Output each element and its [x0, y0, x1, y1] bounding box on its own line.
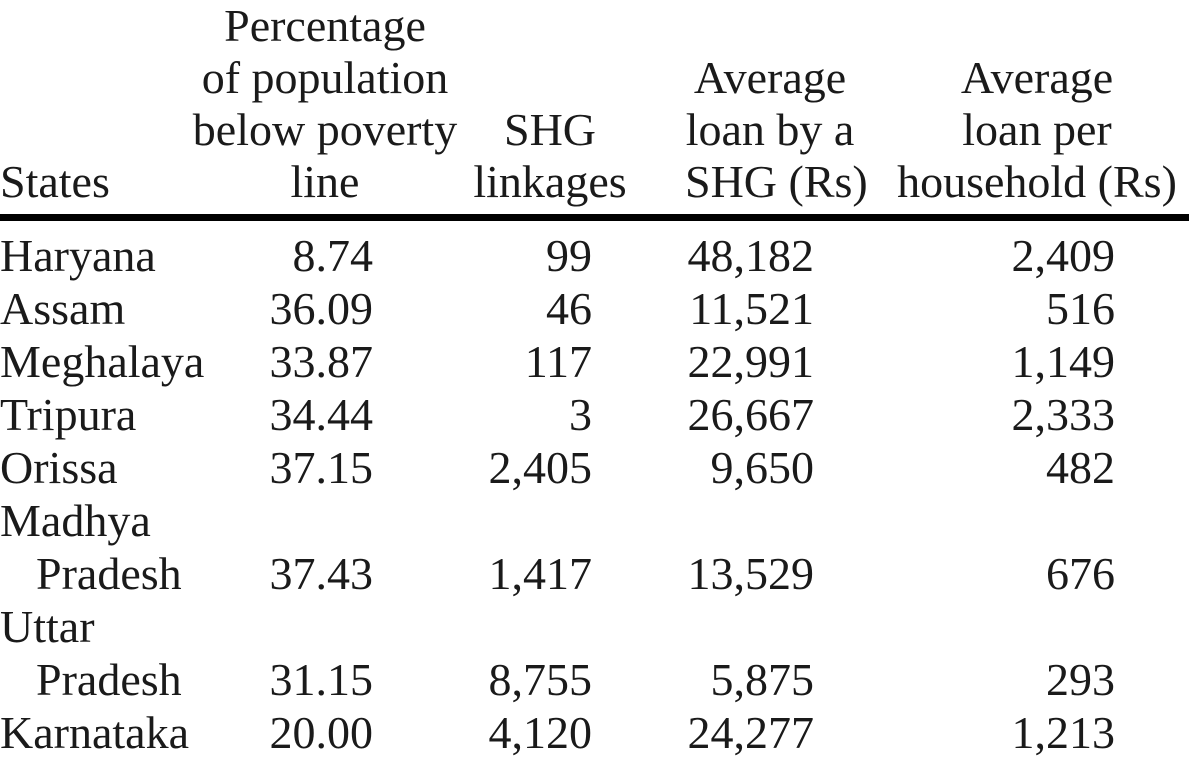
cell-poverty-percentage: 37.43	[269, 548, 374, 599]
table-row: Tripura 34.44 3 26,667 2,333	[0, 388, 1189, 441]
table-row: Madhya Pradesh 37.43 1,417 13,529 676	[0, 494, 1189, 600]
col-header-poverty-percentage: Percentage of population below poverty l…	[185, 0, 465, 221]
cell-poverty-percentage: 37.15	[269, 442, 374, 493]
cell-shg-linkages: 4,120	[488, 707, 593, 758]
cell-avg-loan-per-household: 293	[1046, 654, 1115, 705]
cell-state: Orissa	[0, 442, 118, 493]
cell-poverty-percentage: 33.87	[269, 336, 374, 387]
cell-avg-loan-by-shg: 26,667	[687, 389, 815, 440]
cell-shg-linkages: 117	[524, 336, 592, 387]
cell-avg-loan-by-shg: 11,521	[689, 283, 814, 334]
cell-avg-loan-per-household: 516	[1046, 283, 1115, 334]
cell-shg-linkages: 2,405	[488, 442, 593, 493]
cell-state: Meghalaya	[0, 336, 205, 387]
col-header-avg-loan-by-shg: Average loan by a SHG (Rs)	[635, 0, 868, 221]
cell-avg-loan-per-household: 676	[1046, 548, 1115, 599]
cell-avg-loan-per-household: 482	[1046, 442, 1115, 493]
cell-shg-linkages: 46	[546, 283, 592, 334]
cell-avg-loan-by-shg: 24,277	[687, 707, 815, 758]
cell-state: Tripura	[0, 389, 137, 440]
cell-avg-loan-by-shg: 5,875	[710, 654, 815, 705]
table-row: Karnataka 20.00 4,120 24,277 1,213	[0, 706, 1189, 759]
cell-poverty-percentage: 34.44	[269, 389, 374, 440]
cell-poverty-percentage: 36.09	[269, 283, 374, 334]
cell-avg-loan-by-shg: 9,650	[710, 442, 815, 493]
cell-poverty-percentage: 20.00	[269, 707, 374, 758]
col-header-states: States	[0, 0, 185, 221]
table-body: Haryana 8.74 99 48,182 2,409 Assam 36.09…	[0, 218, 1189, 760]
cell-avg-loan-by-shg: 13,529	[687, 548, 815, 599]
cell-avg-loan-per-household: 1,149	[1011, 336, 1116, 387]
cell-avg-loan-by-shg: 22,991	[687, 336, 815, 387]
cell-poverty-percentage: 8.74	[292, 230, 374, 281]
table-row: Orissa 37.15 2,405 9,650 482	[0, 441, 1189, 494]
cell-shg-linkages: 1,417	[488, 548, 593, 599]
table-row: Uttar Pradesh 31.15 8,755 5,875 293	[0, 600, 1189, 706]
cell-avg-loan-per-household: 2,409	[1011, 230, 1116, 281]
header-row: States Percentage of population below po…	[0, 0, 1189, 221]
col-header-shg-linkages: SHG linkages	[465, 0, 635, 221]
col-header-avg-loan-per-household: Average loan per household (Rs)	[855, 0, 1189, 221]
table-header: States Percentage of population below po…	[0, 0, 1189, 221]
cell-poverty-percentage: 31.15	[269, 654, 374, 705]
cell-state: Uttar Pradesh	[0, 601, 182, 705]
table-row: Assam 36.09 46 11,521 516	[0, 282, 1189, 335]
table-row: Haryana 8.74 99 48,182 2,409	[0, 218, 1189, 283]
cell-state: Haryana	[0, 230, 156, 281]
cell-avg-loan-per-household: 2,333	[1011, 389, 1116, 440]
cell-shg-linkages: 3	[569, 389, 592, 440]
cell-shg-linkages: 99	[546, 230, 592, 281]
cell-avg-loan-per-household: 1,213	[1011, 707, 1116, 758]
cell-state: Madhya Pradesh	[0, 495, 182, 599]
cell-state: Karnataka	[0, 707, 189, 758]
table-row: Meghalaya 33.87 117 22,991 1,149	[0, 335, 1189, 388]
cell-avg-loan-by-shg: 48,182	[687, 230, 815, 281]
cell-state: Assam	[0, 283, 126, 334]
cell-shg-linkages: 8,755	[488, 654, 593, 705]
